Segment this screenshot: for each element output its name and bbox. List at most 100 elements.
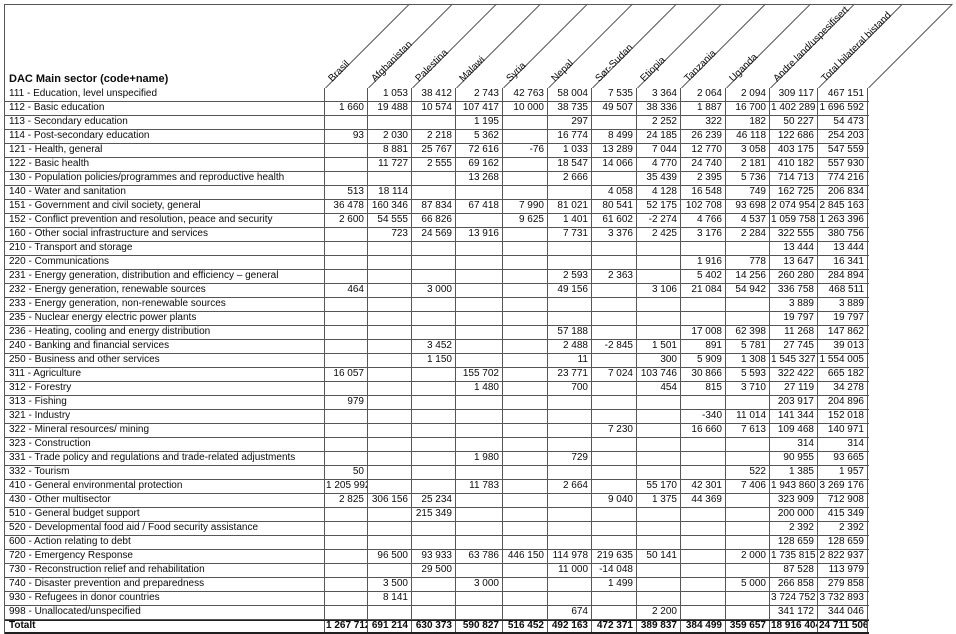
value-cell [368,508,412,521]
value-cell [681,452,726,465]
value-cell [726,564,770,577]
value-cell: 1 059 758 [770,214,818,227]
sector-label: 312 - Forestry [5,382,325,395]
value-cell [325,312,368,325]
value-cell [681,508,726,521]
sector-label: 232 - Energy generation, renewable sourc… [5,284,325,297]
value-cell [637,466,681,479]
table-row: 240 - Banking and financial services 3 4… [5,340,869,354]
value-cell: 446 150 [503,550,548,563]
value-cell [368,256,412,269]
value-cell [681,522,726,535]
value-cell: 5 362 [456,130,503,143]
value-cell [592,606,637,619]
sector-label: 730 - Reconstruction relief and rehabili… [5,564,325,577]
sector-label: 720 - Emergency Response [5,550,325,563]
value-cell [368,312,412,325]
value-cell [503,228,548,241]
value-cell [592,116,637,129]
sector-label: 510 - General budget support [5,508,325,521]
value-cell [368,116,412,129]
value-cell: 2 822 937 [818,550,868,563]
value-cell [592,298,637,311]
value-cell [726,536,770,549]
table-row: 130 - Population policies/programmes and… [5,172,869,186]
sector-label: 313 - Fishing [5,396,325,409]
value-cell [325,550,368,563]
value-cell [548,522,592,535]
table-row: 323 - Construction 314 314 [5,438,869,452]
value-cell: 122 686 [770,130,818,143]
value-cell: 9 625 [503,214,548,227]
value-cell: 81 021 [548,200,592,213]
value-cell [726,312,770,325]
value-cell [368,606,412,619]
value-cell: 410 182 [770,158,818,171]
value-cell: 13 444 [818,242,868,255]
value-cell [325,158,368,171]
value-cell: 2 425 [637,228,681,241]
value-cell [548,256,592,269]
value-cell [456,340,503,353]
sector-label: 321 - Industry [5,410,325,423]
value-cell: 46 118 [726,130,770,143]
value-cell: 66 826 [412,214,456,227]
sector-label: 311 - Agriculture [5,368,325,381]
header-line [548,3,633,88]
value-cell [503,592,548,605]
sector-label: 332 - Tourism [5,466,325,479]
table-row: 111 - Education, level unspecified 1 053… [5,88,869,102]
table-row: 313 - Fishing 979 203 917 204 896 [5,396,869,410]
value-cell [726,606,770,619]
table-row: 740 - Disaster prevention and preparedne… [5,578,869,592]
value-cell: 3 269 176 [818,480,868,493]
value-cell [368,564,412,577]
value-cell: 11 727 [368,158,412,171]
value-cell: 516 452 [503,621,548,632]
value-cell: 29 500 [412,564,456,577]
value-cell [592,242,637,255]
value-cell: 674 [548,606,592,619]
value-cell: 749 [726,186,770,199]
value-cell: 3 000 [412,284,456,297]
value-cell [503,368,548,381]
table-row: 220 - Communications 1 916 778 13 647 16 34… [5,256,869,270]
value-cell: -340 [681,410,726,423]
value-cell: 16 660 [681,424,726,437]
sector-label: 160 - Other social infrastructure and se… [5,228,325,241]
value-cell [456,466,503,479]
value-cell: 90 955 [770,452,818,465]
header-line [637,3,722,88]
table-row: 151 - Government and civil society, gene… [5,200,869,214]
value-cell: 1 385 [770,466,818,479]
value-cell [368,466,412,479]
value-cell: 19 797 [818,312,868,325]
value-cell: 2 200 [637,606,681,619]
value-cell: 140 971 [818,424,868,437]
value-cell [637,522,681,535]
value-cell: 1 375 [637,494,681,507]
value-cell: 13 647 [770,256,818,269]
value-cell: 3 452 [412,340,456,353]
value-cell: 815 [681,382,726,395]
value-cell: 7 731 [548,228,592,241]
value-cell [412,312,456,325]
value-cell: 182 [726,116,770,129]
value-cell: 472 371 [592,621,637,632]
value-cell: 57 188 [548,326,592,339]
value-cell: 55 170 [637,480,681,493]
value-cell: 4 128 [637,186,681,199]
value-cell [637,592,681,605]
value-cell [637,564,681,577]
value-cell [637,508,681,521]
value-cell: 260 280 [770,270,818,283]
value-cell: 54 473 [818,116,868,129]
value-cell [503,522,548,535]
value-cell: 322 422 [770,368,818,381]
value-cell [592,466,637,479]
value-cell: 152 018 [818,410,868,423]
sector-label: 322 - Mineral resources/ mining [5,424,325,437]
value-cell: 336 758 [770,284,818,297]
value-cell: 2 218 [412,130,456,143]
value-cell: 11 000 [548,564,592,577]
